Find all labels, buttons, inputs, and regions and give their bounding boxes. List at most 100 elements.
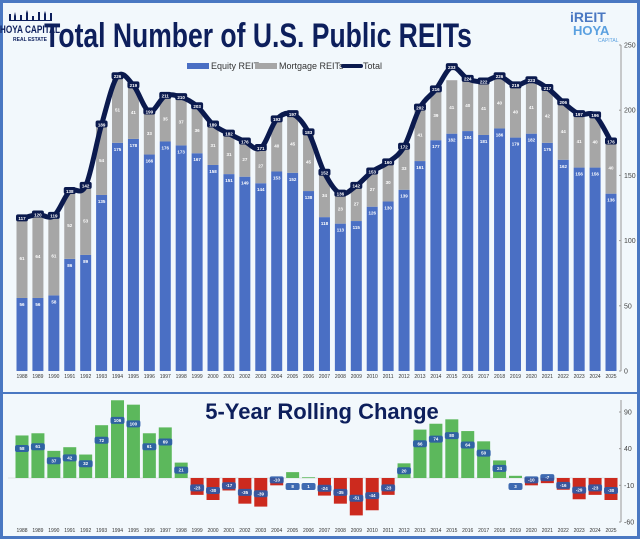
year-tick: 2003 [255, 528, 266, 534]
total-label-box [302, 128, 315, 136]
equity-bar [605, 193, 617, 371]
change-label: -23 [194, 485, 201, 490]
change-label-box [460, 441, 475, 449]
change-label-box [476, 449, 491, 457]
equity-label: 156 [591, 172, 599, 177]
legend: Equity REITs Mortgage REITs Total [187, 61, 382, 71]
equity-label: 186 [496, 132, 504, 137]
mortgage-bar [191, 106, 203, 154]
chart-title: Total Number of U.S. Public REITs [44, 17, 472, 55]
change-label-box [540, 474, 555, 482]
mortgage-label: 64 [35, 254, 41, 259]
mortgage-bar [287, 114, 299, 173]
equity-label: 178 [130, 143, 138, 148]
mortgage-bar [303, 132, 315, 192]
mortgage-bar [446, 80, 458, 134]
change-label: 20 [402, 468, 408, 473]
y-tick-label: -60 [624, 520, 634, 527]
total-label-box [286, 110, 299, 118]
equity-label: 118 [321, 221, 329, 226]
logo-capital: CAPITAL [598, 38, 619, 44]
change-label: 3 [514, 484, 517, 489]
total-label: 119 [50, 214, 58, 219]
equity-bar [318, 217, 330, 371]
total-label-box [63, 187, 76, 195]
equity-label: 151 [225, 178, 233, 183]
year-tick: 2015 [446, 528, 457, 534]
total-label: 120 [34, 212, 42, 217]
change-label: -23 [385, 485, 392, 490]
equity-label: 158 [209, 169, 217, 174]
mortgage-bar [112, 76, 124, 143]
equity-label: 89 [83, 259, 89, 264]
total-label-box [270, 115, 283, 123]
positive-change-bar [47, 450, 61, 478]
mortgage-bar [430, 89, 442, 141]
positive-change-bar [142, 433, 156, 478]
equity-bar [32, 297, 44, 371]
positive-change-bar [413, 429, 427, 478]
mortgage-label: 39 [433, 113, 439, 118]
total-label: 160 [384, 160, 392, 165]
total-label-box [557, 98, 570, 106]
change-label-box [508, 483, 523, 490]
year-tick: 2000 [207, 528, 218, 534]
mortgage-label: 35 [163, 117, 169, 122]
change-label: 58 [19, 446, 25, 451]
equity-label: 182 [448, 138, 456, 143]
y-tick-label: -10 [624, 483, 634, 490]
change-label-box [524, 476, 539, 484]
change-label: 32 [83, 461, 89, 466]
mortgage-bar [494, 76, 506, 129]
year-tick: 2024 [590, 374, 601, 380]
mortgage-label: 41 [417, 132, 423, 137]
equity-bar [573, 167, 585, 371]
equity-bar [64, 258, 76, 371]
equity-label: 184 [464, 135, 472, 140]
mortgage-bar [127, 85, 139, 139]
mortgage-bar [334, 193, 346, 224]
equity-bar [48, 295, 60, 371]
mortgage-label: 27 [354, 201, 360, 206]
mortgage-bar [478, 81, 490, 135]
total-label-box [16, 214, 28, 222]
year-tick: 1992 [80, 528, 91, 534]
change-label: -16 [560, 483, 567, 488]
mortgage-bar [318, 172, 330, 218]
mortgage-label: 40 [465, 103, 471, 108]
total-label-box [238, 137, 251, 145]
change-label-box [412, 440, 427, 448]
equity-bar [541, 142, 553, 371]
year-tick: 2024 [590, 528, 601, 534]
equity-label: 177 [432, 144, 440, 149]
total-label-box [541, 84, 554, 92]
total-label: 197 [575, 112, 583, 117]
total-label: 233 [448, 65, 456, 70]
change-label: -44 [369, 493, 376, 498]
year-tick: 2004 [271, 374, 282, 380]
equity-label: 176 [162, 145, 170, 150]
year-tick: 1988 [16, 528, 27, 534]
total-label-box [191, 102, 204, 110]
change-label-box [253, 490, 268, 498]
mortgage-label: 27 [370, 187, 376, 192]
year-tick: 1992 [80, 374, 91, 380]
equity-label: 161 [416, 165, 424, 170]
mortgage-label: 31 [211, 143, 217, 148]
equity-label: 58 [51, 299, 57, 304]
change-label-box [269, 476, 284, 484]
equity-label: 173 [177, 149, 185, 154]
year-tick: 2009 [351, 528, 362, 534]
change-label: 8 [291, 484, 294, 489]
total-label-box [334, 189, 347, 197]
change-label: 100 [130, 421, 138, 426]
legend-label: Mortgage REITs [279, 61, 344, 71]
equity-bar [255, 183, 267, 371]
total-label: 206 [559, 100, 567, 105]
total-label-box [573, 110, 586, 118]
equity-label: 136 [607, 198, 615, 203]
change-label-box [301, 483, 316, 490]
equity-label: 152 [289, 177, 297, 182]
total-label: 211 [162, 94, 170, 99]
mortgage-label: 61 [51, 254, 57, 259]
